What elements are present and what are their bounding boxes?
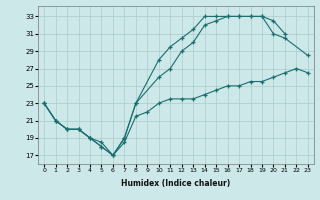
X-axis label: Humidex (Indice chaleur): Humidex (Indice chaleur) — [121, 179, 231, 188]
